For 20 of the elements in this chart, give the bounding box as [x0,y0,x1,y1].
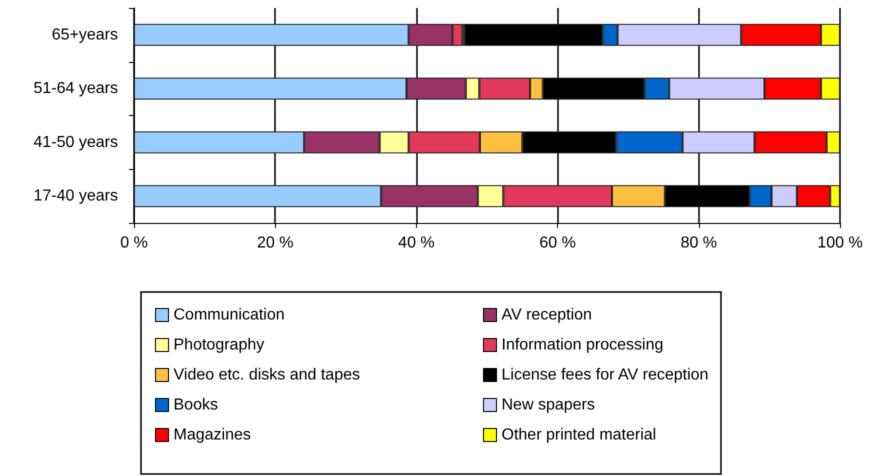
y-tick-label: 65+years [52,26,118,44]
y-tick-label: 41-50 years [34,134,118,151]
y-tick-label: 17-40 years [34,188,118,205]
x-tick-label: 20 % [256,234,294,252]
legend-label: Communication [174,306,285,324]
legend-label: New spapers [502,396,595,414]
x-tick-label: 100 % [817,234,863,252]
y-tick-label: 51-64 years [34,80,118,98]
x-tick-label: 80 % [680,234,718,252]
legend-label: AV reception [502,306,592,324]
legend-label: Photography [174,336,264,354]
legend-label: Magazines [174,426,251,444]
legend-label: Information processing [502,336,664,354]
x-tick-label: 60 % [539,234,576,252]
legend-label: Books [174,396,218,414]
legend-label: Other printed material [502,426,656,444]
legend-label: License fees for AV reception [502,366,708,384]
legend-label: Video etc. disks and tapes [174,366,360,384]
x-tick-label: 40 % [398,234,435,252]
x-tick-label: 0 % [120,234,148,252]
